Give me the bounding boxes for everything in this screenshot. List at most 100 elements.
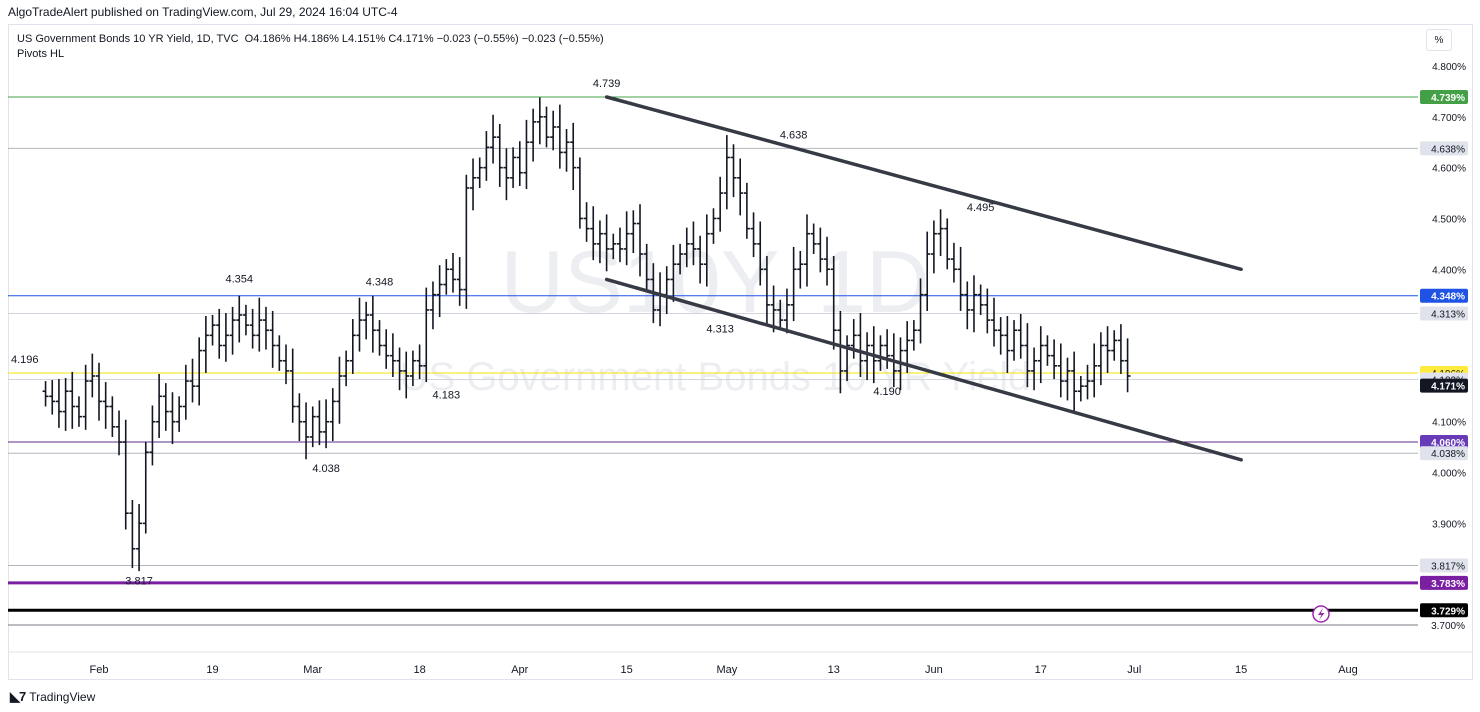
- ohlc-bar: [1111, 330, 1118, 361]
- channel-lower: [604, 277, 1243, 462]
- x-tick-label: Jul: [1127, 664, 1141, 676]
- ohlc-bar: [89, 353, 96, 398]
- ohlc-bar: [950, 242, 957, 283]
- ohlc-bar: [924, 231, 931, 311]
- ohlc-bar: [930, 220, 937, 274]
- ohlc-bar: [262, 306, 269, 350]
- price-badge: 4.171%: [1420, 378, 1468, 393]
- ohlc-bar: [456, 257, 463, 306]
- price-badge: 4.313%: [1420, 306, 1468, 321]
- ohlc-bar: [850, 319, 857, 359]
- ohlc-bar: [363, 301, 370, 340]
- price-badge: 3.817%: [1420, 558, 1468, 573]
- time-axis[interactable]: Feb 19 Mar 18 Apr 15 May 13 Jun 17 Jul 15 Aug: [8, 651, 1472, 676]
- x-tick-label: 18: [413, 664, 425, 676]
- price-badge-label: 4.313%: [1431, 309, 1465, 320]
- ohlc-bar: [409, 350, 416, 387]
- ohlc-bar: [136, 504, 143, 572]
- x-tick-label: Mar: [303, 664, 322, 676]
- ohlc-bar: [1044, 335, 1051, 366]
- ohlc-bar: [323, 399, 330, 449]
- ohlc-bar: [570, 122, 577, 190]
- ohlc-bar: [690, 221, 697, 266]
- x-tick-label: Aug: [1338, 664, 1358, 676]
- price-axis[interactable]: 4.800% 4.700% 4.600% 4.500% 4.400% 4.100% 4.00…: [1432, 62, 1466, 530]
- ohlc-bar: [616, 227, 623, 263]
- ohlc-bar: [1064, 357, 1071, 401]
- price-badge: 3.729%: [1420, 603, 1468, 618]
- ohlc-bar: [269, 310, 276, 368]
- price-badge: 3.783%: [1420, 575, 1468, 590]
- ohlc-bar: [389, 333, 396, 378]
- ohlc-bar: [790, 246, 797, 322]
- pivot-label-edge: 4.196: [11, 354, 39, 366]
- ohlc-bar: [864, 332, 871, 381]
- x-tick-label: 19: [206, 664, 218, 676]
- pivot-label: 4.495: [967, 202, 995, 214]
- ohlc-bar: [423, 287, 430, 383]
- price-badge-label: 4.638%: [1431, 144, 1465, 155]
- price-badge-label: 3.700%: [1431, 621, 1465, 632]
- y-tick-label: 4.600%: [1432, 164, 1466, 175]
- ohlc-bar: [803, 214, 810, 287]
- chart-frame: [8, 24, 1473, 680]
- pivot-label: 4.739: [593, 78, 621, 90]
- ohlc-bar: [797, 250, 804, 289]
- y-tick-label: 4.100%: [1432, 418, 1466, 429]
- ohlc-bar: [289, 348, 296, 423]
- ohlc-bar: [510, 147, 517, 188]
- ohlc-bar: [1024, 323, 1031, 388]
- legend-instrument-row[interactable]: US Government Bonds 10 YR Yield, 1D, TVC…: [17, 32, 604, 47]
- ohlc-bar: [463, 174, 470, 309]
- pivot-label: 4.638: [780, 129, 808, 141]
- ohlc-bar: [436, 265, 443, 318]
- x-tick-label: 17: [1035, 664, 1047, 676]
- ohlc-bar: [964, 281, 971, 330]
- pivot-labels: 3.817 4.354 4.038 4.348 4.183 4.739 4.313 4.638…: [11, 78, 994, 588]
- ohlc-bar: [630, 210, 637, 254]
- ohlc-bar: [476, 157, 483, 188]
- legend-instrument: US Government Bonds 10 YR Yield, 1D, TVC: [17, 33, 239, 45]
- ohlc-bar: [1084, 364, 1091, 400]
- ohlc-bar: [576, 157, 583, 229]
- ohlc-bar: [937, 209, 944, 257]
- percent-scale-button[interactable]: %: [1426, 29, 1452, 51]
- ohlc-bar: [490, 114, 497, 164]
- price-badge: 4.638%: [1420, 141, 1468, 156]
- ohlc-bar: [356, 297, 363, 352]
- pivot-label: 4.190: [873, 386, 901, 398]
- ohlc-bar: [723, 135, 730, 210]
- ohlc-bar: [844, 335, 851, 382]
- ohlc-bar: [296, 393, 303, 442]
- ohlc-bar: [1091, 343, 1098, 398]
- x-tick-label: Feb: [90, 664, 109, 676]
- footer: ◣7 TradingView: [10, 688, 95, 706]
- ohlc-bar: [1004, 316, 1011, 373]
- legend-indicator[interactable]: Pivots HL: [17, 48, 65, 60]
- ohlc-bar: [1117, 324, 1124, 374]
- price-badge: 3.700%: [1420, 618, 1468, 632]
- ohlc-bar: [596, 220, 603, 264]
- ohlc-bar: [343, 350, 350, 387]
- channel-upper: [604, 95, 1243, 272]
- ohlc-bar: [416, 344, 423, 380]
- x-tick-label: 15: [621, 664, 633, 676]
- price-badge-label: 4.038%: [1431, 449, 1465, 460]
- ohlc-bar: [429, 281, 436, 330]
- ohlc-bar: [743, 182, 750, 239]
- ohlc-bar: [536, 97, 543, 145]
- trend-channel[interactable]: [604, 95, 1243, 462]
- publisher-text: AlgoTradeAlert published on TradingView.…: [8, 5, 398, 19]
- x-tick-label: Jun: [925, 664, 943, 676]
- watermark-symbol: US10Y, 1D: [501, 232, 930, 331]
- ohlc-bar: [449, 253, 456, 293]
- ohlc-bar: [750, 212, 757, 258]
- ohlc-bar: [556, 104, 563, 169]
- ohlc-bar: [610, 233, 617, 260]
- ohlc-bar: [603, 214, 610, 272]
- alert-icon[interactable]: [1312, 605, 1330, 623]
- ohlc-bar: [1031, 347, 1038, 391]
- ohlc-bar: [122, 419, 129, 530]
- ohlc-bar: [222, 312, 229, 362]
